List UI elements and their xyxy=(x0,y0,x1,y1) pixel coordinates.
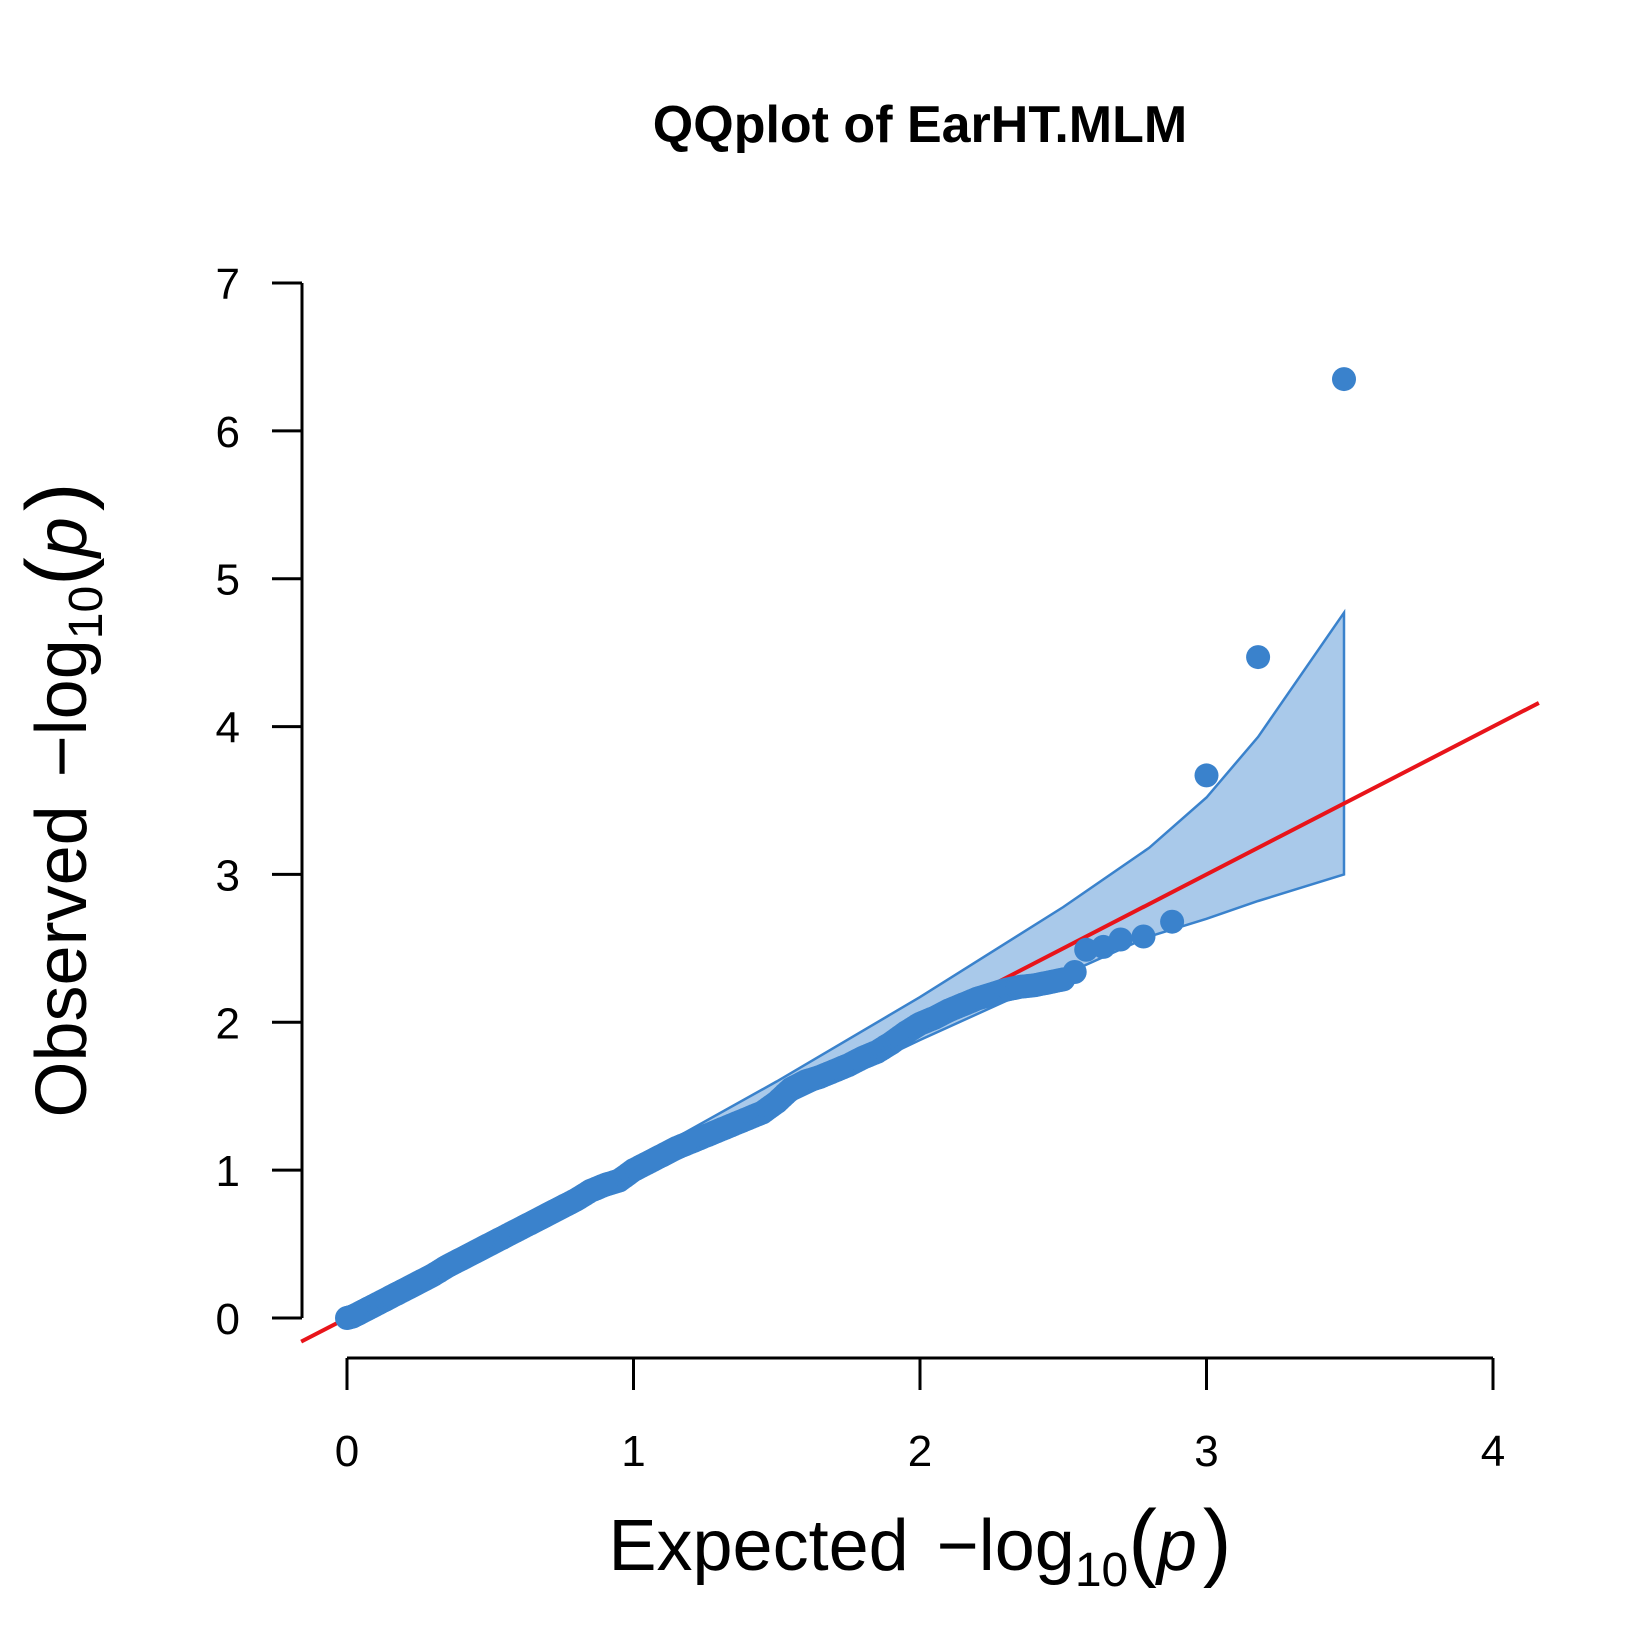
y-tick-label: 0 xyxy=(216,1295,240,1344)
y-axis-title-prefix: Observed xyxy=(22,805,102,1117)
x-tick-label: 0 xyxy=(335,1427,359,1476)
x-tick-label: 4 xyxy=(1481,1427,1505,1476)
y-axis-title-minus: − xyxy=(22,735,102,777)
y-tick-label: 6 xyxy=(216,408,240,457)
y-axis: 0 1 2 3 4 5 6 7 xyxy=(216,260,304,1344)
y-tick-label: 5 xyxy=(216,556,240,605)
chart-title: QQplot of EarHT.MLM xyxy=(653,96,1187,154)
y-axis-title-open: ( xyxy=(9,557,105,586)
data-point xyxy=(1062,960,1087,984)
y-axis-title-var: p xyxy=(22,517,102,559)
confidence-band xyxy=(346,608,1346,1320)
x-tick-label: 2 xyxy=(908,1427,932,1476)
x-axis-title-close: ) xyxy=(1203,1493,1232,1589)
x-tick-label: 1 xyxy=(621,1427,645,1476)
y-tick-label: 1 xyxy=(216,1147,240,1196)
data-point xyxy=(1131,924,1156,949)
x-ticks-group: 0 1 2 3 4 xyxy=(335,1358,1505,1476)
y-tick-label: 7 xyxy=(216,260,240,309)
x-axis-title-minus: − xyxy=(937,1506,979,1586)
y-axis-title: Observed −log10(p) xyxy=(9,482,113,1117)
x-axis: 0 1 2 3 4 xyxy=(335,1356,1505,1476)
data-point xyxy=(1194,763,1219,788)
y-axis-title-base: 10 xyxy=(60,586,113,639)
y-tick-label: 2 xyxy=(216,999,240,1048)
data-point xyxy=(1108,927,1133,952)
x-tick-label: 3 xyxy=(1194,1427,1218,1476)
y-axis-title-log: log xyxy=(22,639,102,735)
y-tick-label: 4 xyxy=(216,704,240,753)
y-ticks-group: 0 1 2 3 4 5 6 7 xyxy=(216,260,302,1344)
y-axis-title-close: ) xyxy=(9,482,105,511)
x-axis-title-prefix: Expected xyxy=(608,1506,908,1586)
x-axis-title-base: 10 xyxy=(1075,1544,1128,1597)
x-axis-title-var: p xyxy=(1155,1506,1197,1586)
data-points-group xyxy=(335,367,1356,1330)
data-point xyxy=(1160,909,1185,934)
x-axis-title-open: ( xyxy=(1128,1493,1157,1589)
y-tick-label: 3 xyxy=(216,851,240,900)
confidence-band-group xyxy=(346,608,1346,1320)
data-point xyxy=(1332,367,1356,392)
x-axis-title: Expected −log10(p) xyxy=(608,1493,1231,1597)
data-point xyxy=(1246,645,1271,670)
x-axis-title-log: log xyxy=(979,1506,1075,1586)
